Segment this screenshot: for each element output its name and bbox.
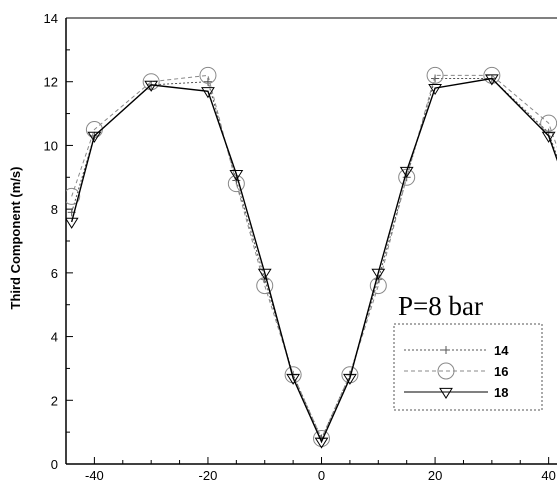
data-point [286,373,301,385]
data-point [439,387,453,399]
x-tick-label: -40 [85,468,104,480]
data-point [314,437,329,449]
data-point [201,87,215,99]
data-point [442,346,450,354]
data-point [428,83,442,96]
data-point [256,277,274,295]
data-point [199,66,217,84]
legend-label: 18 [494,385,508,400]
data-point [144,80,159,92]
y-tick-label: 6 [51,266,58,281]
y-tick-label: 12 [44,75,58,90]
legend-label: 16 [494,364,508,379]
pressure-annotation: P=8 bar [398,291,483,321]
data-point [229,170,244,182]
series-layer [66,66,557,449]
data-point [66,187,81,205]
series-line [71,77,557,444]
legend-label: 14 [494,343,509,358]
data-point [203,77,212,86]
y-tick-label: 8 [51,202,58,217]
data-point [66,217,79,229]
y-tick-label: 4 [51,330,58,345]
data-point [257,268,272,280]
data-point [426,66,444,84]
y-axis-label: Third Component (m/s) [8,167,23,310]
y-tick-label: 2 [51,393,58,408]
data-point [371,268,386,280]
data-point [343,373,357,385]
data-point [284,366,302,384]
data-point [483,66,501,84]
legend-box [393,323,543,411]
legend-item-18: 18 [404,385,508,400]
data-point [369,277,387,295]
data-point [431,74,440,83]
legend: 14 16 18 [393,323,543,411]
legend-item-16: 16 [404,362,508,380]
x-tick-label: 40 [541,468,555,480]
y-tick-label: 10 [44,138,58,153]
data-point [142,73,160,91]
data-point [87,131,102,143]
data-point [484,74,499,86]
data-point [437,362,455,380]
y-tick-label: 0 [51,457,58,472]
data-point [541,131,556,143]
data-point [313,430,331,448]
series-18 [66,74,557,449]
axes: 0 2 4 6 8 10 12 14 -40 -20 0 20 40 [44,11,557,480]
y-tick-label: 14 [44,11,58,26]
x-tick-label: 20 [428,468,442,480]
x-tick-label: -20 [199,468,218,480]
x-tick-label: 0 [318,468,325,480]
data-point [399,166,414,178]
legend-item-14: 14 [404,343,509,358]
data-point [341,366,359,384]
